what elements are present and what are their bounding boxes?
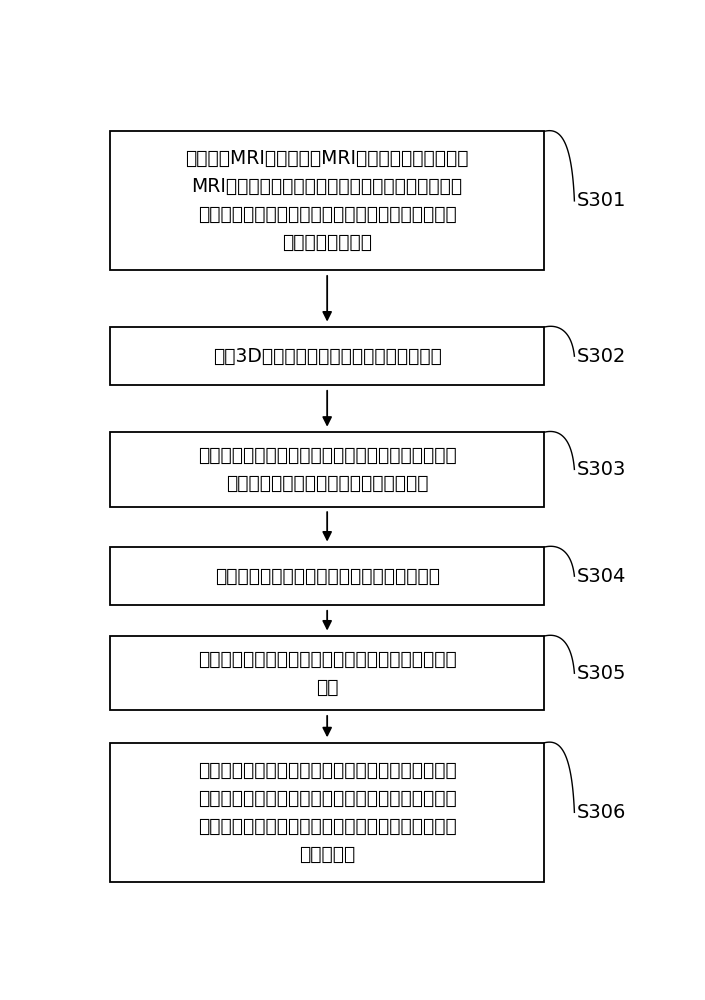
Text: S304: S304 <box>577 567 627 586</box>
Bar <box>110 432 544 507</box>
Text: 定位获取MRI图像，根据MRI图像进行三维建模，将
MRI图像的各个部分绘制成与实际形状一致的三维薄
层空壳组件，对危及组织器官的绘制根据测量需求选
择绘制范围: 定位获取MRI图像，根据MRI图像进行三维建模，将 MRI图像的各个部分绘制成与… <box>185 149 469 252</box>
Text: S301: S301 <box>577 191 627 210</box>
Text: 用热释光材料填充危及组织器官对应的空壳组件，并
用对应的等效填充物填充其余的空壳组件: 用热释光材料填充危及组织器官对应的空壳组件，并 用对应的等效填充物填充其余的空壳… <box>198 446 457 493</box>
Text: S302: S302 <box>577 347 627 366</box>
Text: S303: S303 <box>577 460 627 479</box>
Bar <box>110 131 544 270</box>
Bar <box>110 547 544 605</box>
Text: 使用3D打印机打印出各个三维薄层空壳组件: 使用3D打印机打印出各个三维薄层空壳组件 <box>213 347 441 366</box>
Text: 从照射后的模拟体模中取出危及组织器官对应的空壳
组件，对需要进行测量的危及组织器官对应的空壳组
件分别进行热释光处理，获取各危及组织器官的实际
受照射剂量: 从照射后的模拟体模中取出危及组织器官对应的空壳 组件，对需要进行测量的危及组织器… <box>198 761 457 864</box>
Bar <box>110 743 544 882</box>
Text: 将各个填充好的空壳组件组装成人体模拟体模: 将各个填充好的空壳组件组装成人体模拟体模 <box>214 567 440 586</box>
Bar <box>110 327 544 385</box>
Text: 根据实际摆位方式和放疗计划，对人体模拟体模进行
照射: 根据实际摆位方式和放疗计划，对人体模拟体模进行 照射 <box>198 650 457 697</box>
Bar <box>110 636 544 710</box>
Text: S305: S305 <box>577 664 627 683</box>
Text: S306: S306 <box>577 803 627 822</box>
